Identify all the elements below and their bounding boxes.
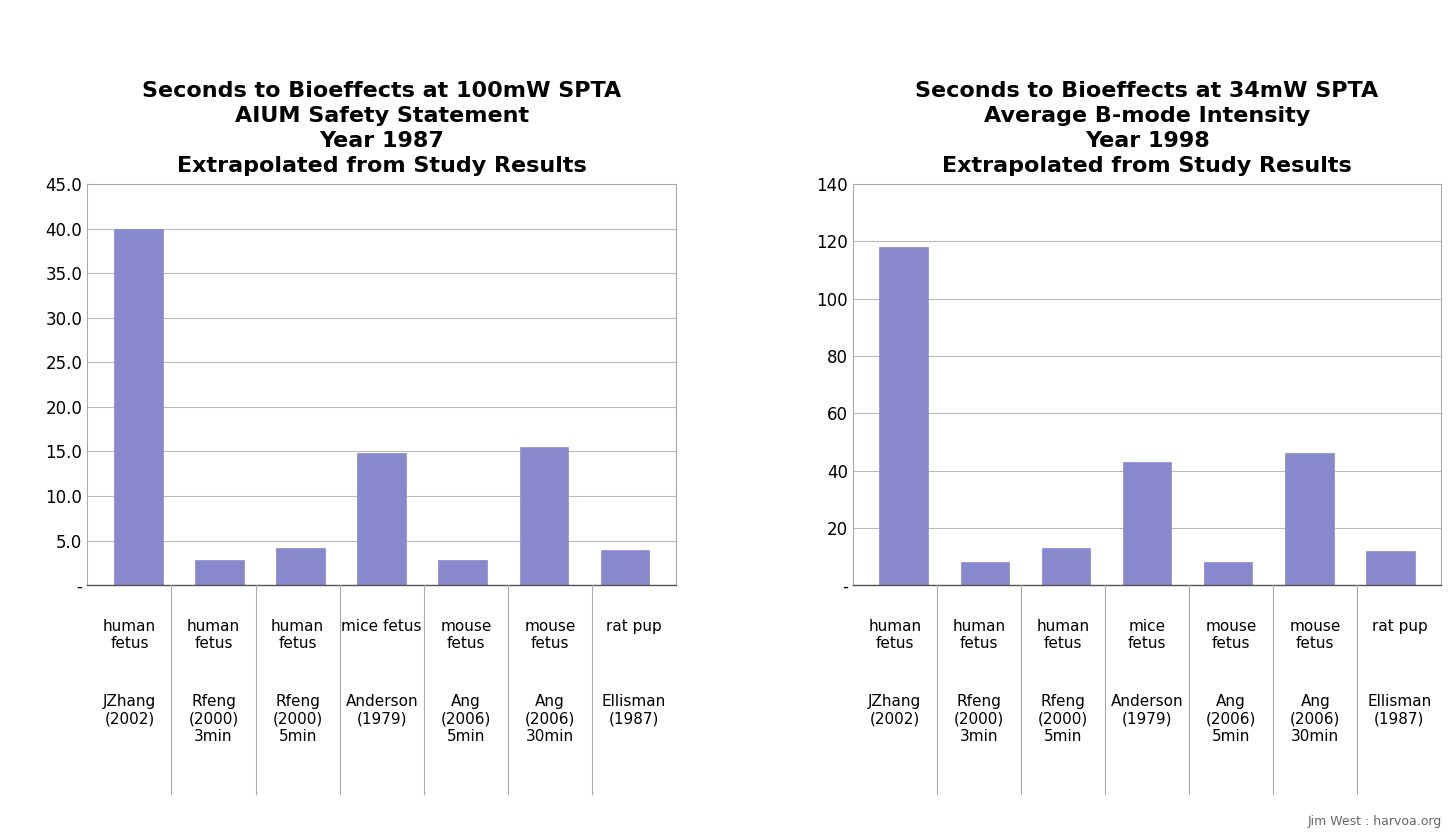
Text: mouse
fetus: mouse fetus (1290, 619, 1341, 651)
Bar (357, 453, 406, 585)
Text: Ellisman
(1987): Ellisman (1987) (1367, 694, 1431, 726)
Text: mouse
fetus: mouse fetus (440, 619, 492, 651)
Text: rat pup: rat pup (606, 619, 662, 634)
Text: human
fetus: human fetus (952, 619, 1006, 651)
Text: Seconds to Bioeffects at 34mW SPTA
Average B-mode Intensity
Year 1998
Extrapolat: Seconds to Bioeffects at 34mW SPTA Avera… (916, 81, 1379, 176)
Bar (961, 563, 1009, 585)
Text: Anderson
(1979): Anderson (1979) (1111, 694, 1184, 726)
Text: mouse
fetus: mouse fetus (1206, 619, 1257, 651)
Text: Rfeng
(2000)
5min: Rfeng (2000) 5min (1038, 694, 1088, 744)
Bar (438, 560, 488, 585)
Text: rat pup: rat pup (1372, 619, 1427, 634)
Bar (1366, 551, 1415, 585)
Bar (1123, 462, 1172, 585)
Text: Jim West : harvoa.org: Jim West : harvoa.org (1307, 814, 1441, 828)
Bar (114, 228, 163, 585)
Bar (879, 247, 927, 585)
Text: human
fetus: human fetus (271, 619, 325, 651)
Text: Rfeng
(2000)
5min: Rfeng (2000) 5min (272, 694, 323, 744)
Bar (601, 549, 649, 585)
Text: Rfeng
(2000)
3min: Rfeng (2000) 3min (188, 694, 239, 744)
Text: human
fetus: human fetus (1037, 619, 1089, 651)
Text: human
fetus: human fetus (186, 619, 240, 651)
Text: JZhang
(2002): JZhang (2002) (868, 694, 922, 726)
Text: mice
fetus: mice fetus (1128, 619, 1166, 651)
Text: Anderson
(1979): Anderson (1979) (345, 694, 418, 726)
Text: human
fetus: human fetus (868, 619, 922, 651)
Text: Ang
(2006)
30min: Ang (2006) 30min (524, 694, 575, 744)
Bar (520, 447, 568, 585)
Text: Ang
(2006)
5min: Ang (2006) 5min (1206, 694, 1257, 744)
Text: Ang
(2006)
30min: Ang (2006) 30min (1290, 694, 1341, 744)
Text: Ang
(2006)
5min: Ang (2006) 5min (441, 694, 491, 744)
Text: mouse
fetus: mouse fetus (524, 619, 575, 651)
Text: Seconds to Bioeffects at 100mW SPTA
AIUM Safety Statement
Year 1987
Extrapolated: Seconds to Bioeffects at 100mW SPTA AIUM… (143, 81, 622, 176)
Bar (195, 560, 243, 585)
Bar (1041, 548, 1091, 585)
Text: JZhang
(2002): JZhang (2002) (103, 694, 156, 726)
Text: human
fetus: human fetus (103, 619, 156, 651)
Bar (1204, 563, 1252, 585)
Text: mice fetus: mice fetus (342, 619, 422, 634)
Bar (1286, 453, 1334, 585)
Text: Ellisman
(1987): Ellisman (1987) (601, 694, 667, 726)
Bar (277, 548, 325, 585)
Text: Rfeng
(2000)
3min: Rfeng (2000) 3min (954, 694, 1005, 744)
